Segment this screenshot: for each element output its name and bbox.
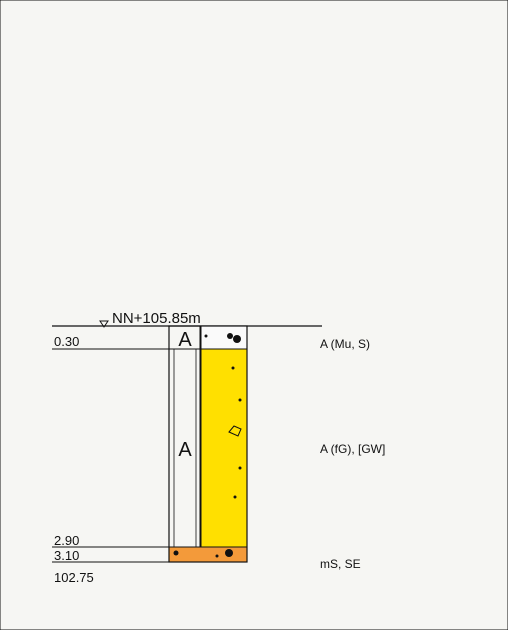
gravel-symbols xyxy=(173,333,242,558)
layer-code: A xyxy=(178,439,192,461)
layer-description: mS, SE xyxy=(320,557,361,571)
sand-layer xyxy=(168,546,248,563)
layer-description: A (fG), [GW] xyxy=(320,442,385,456)
elevation-label: NN+105.85m xyxy=(112,310,201,327)
layer-description: A (Mu, S) xyxy=(320,337,370,351)
bottom-elevation: 102.75 xyxy=(54,570,94,585)
depth-label: 2.90 xyxy=(54,533,79,548)
water-marker xyxy=(99,320,109,328)
depth-label: 0.30 xyxy=(54,334,79,349)
layer-code: A xyxy=(178,329,192,351)
fill-layer xyxy=(200,348,248,548)
depth-label: 3.10 xyxy=(54,548,79,563)
